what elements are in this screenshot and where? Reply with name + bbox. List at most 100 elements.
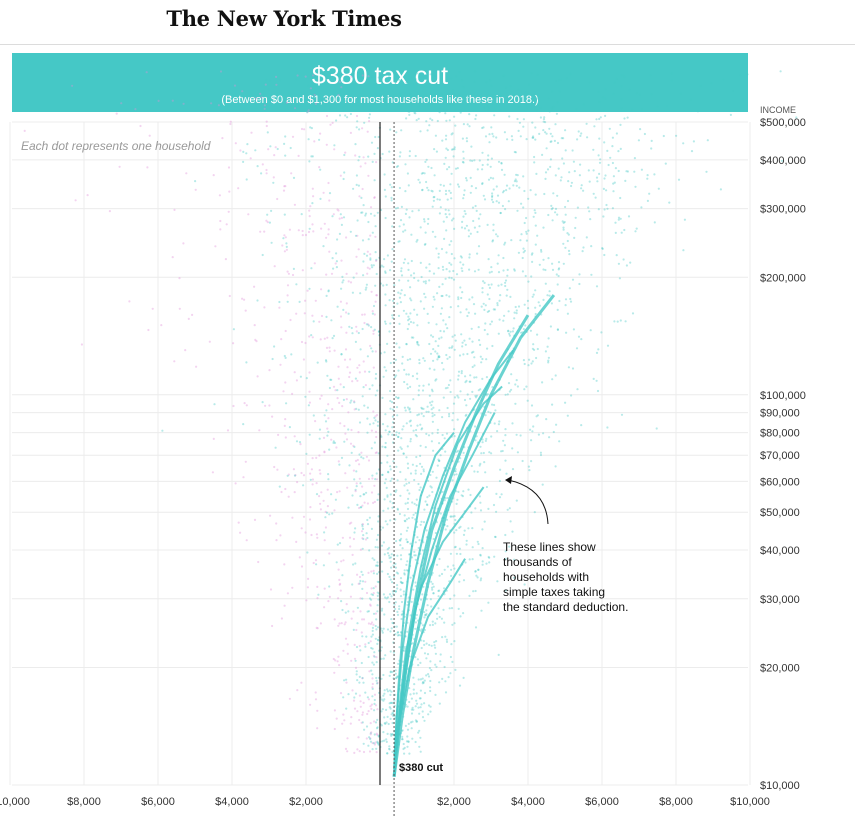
household-dot [511, 530, 514, 533]
household-dot [322, 436, 326, 439]
household-dot [420, 646, 423, 650]
household-dot [394, 518, 397, 521]
household-dot [319, 472, 322, 475]
household-dot [383, 692, 386, 695]
household-dot [269, 514, 272, 517]
household-dot [399, 301, 402, 304]
household-dot [448, 356, 451, 359]
household-dot [598, 100, 601, 103]
median-cut-label: $380 cut [399, 762, 443, 774]
household-dot [409, 312, 412, 315]
household-dot [481, 287, 484, 290]
household-dot [557, 79, 560, 82]
household-dot [391, 401, 394, 404]
household-dot [399, 494, 402, 497]
household-dot [554, 123, 557, 126]
household-dot [263, 230, 266, 233]
household-dot [331, 408, 334, 411]
household-dot [541, 381, 544, 384]
household-dot [368, 750, 372, 753]
household-dot [434, 235, 437, 238]
household-dot [409, 542, 412, 545]
household-dot [333, 509, 336, 512]
household-dot [375, 676, 378, 680]
household-dot [548, 294, 551, 297]
household-dot [387, 507, 390, 510]
household-dot [448, 276, 451, 279]
household-dot [386, 752, 389, 755]
household-dot [562, 242, 565, 245]
household-dot [388, 575, 391, 579]
household-dot [576, 388, 579, 391]
household-dot [431, 119, 434, 122]
household-dot [284, 329, 287, 333]
household-dot [182, 242, 185, 245]
household-dot [401, 428, 404, 431]
household-dot [394, 590, 397, 593]
household-dot [569, 72, 572, 76]
household-dot [403, 645, 406, 648]
household-dot [502, 74, 505, 77]
household-dot [480, 104, 483, 107]
household-dot [443, 665, 446, 669]
household-dot [470, 327, 473, 330]
household-dot [365, 254, 369, 257]
household-dot [530, 275, 533, 278]
household-dot [412, 688, 415, 691]
household-dot [438, 615, 441, 619]
household-dot [568, 171, 571, 174]
household-dot [479, 388, 482, 391]
household-dot [548, 436, 551, 439]
household-dot [313, 93, 316, 97]
household-dot [453, 622, 456, 625]
household-dot [434, 652, 437, 655]
household-dot [429, 473, 432, 477]
household-dot [398, 322, 401, 325]
household-dot [342, 398, 345, 401]
household-dot [376, 638, 379, 642]
household-dot [370, 429, 373, 432]
household-dot [413, 308, 416, 311]
household-dot [425, 410, 428, 413]
household-dot [353, 751, 356, 755]
household-dot [270, 241, 273, 244]
household-dot [582, 246, 585, 249]
household-dot [403, 368, 406, 371]
household-dot [232, 404, 235, 408]
household-dot [370, 703, 373, 706]
nyt-logo[interactable]: The New York Times [166, 6, 402, 31]
household-dot [332, 267, 335, 270]
household-dot [620, 74, 623, 77]
household-dot [374, 372, 378, 376]
household-dot [370, 587, 373, 590]
household-dot [339, 90, 342, 93]
household-dot [355, 673, 358, 676]
household-dot [265, 172, 268, 175]
household-dot [520, 202, 523, 205]
household-dot [395, 489, 398, 492]
household-dot [670, 79, 674, 82]
household-dot [361, 525, 364, 528]
household-dot [431, 400, 434, 403]
household-dot [483, 281, 486, 284]
household-dot [399, 292, 402, 295]
household-dot [495, 510, 498, 513]
household-dot [219, 219, 222, 223]
household-dot [353, 445, 356, 448]
household-dot [367, 75, 370, 78]
household-dot [477, 245, 481, 248]
household-dot [367, 324, 370, 327]
household-dot [405, 529, 408, 532]
household-dot [368, 387, 371, 391]
household-dot [412, 321, 415, 324]
household-dot [372, 422, 375, 425]
household-dot [473, 80, 476, 83]
household-dot [473, 70, 477, 73]
household-dot [426, 653, 430, 656]
household-dot [390, 199, 393, 202]
household-dot [469, 191, 472, 194]
household-dot [284, 356, 287, 359]
household-dot [409, 721, 413, 724]
household-dot [374, 624, 377, 628]
household-dot [359, 292, 362, 295]
